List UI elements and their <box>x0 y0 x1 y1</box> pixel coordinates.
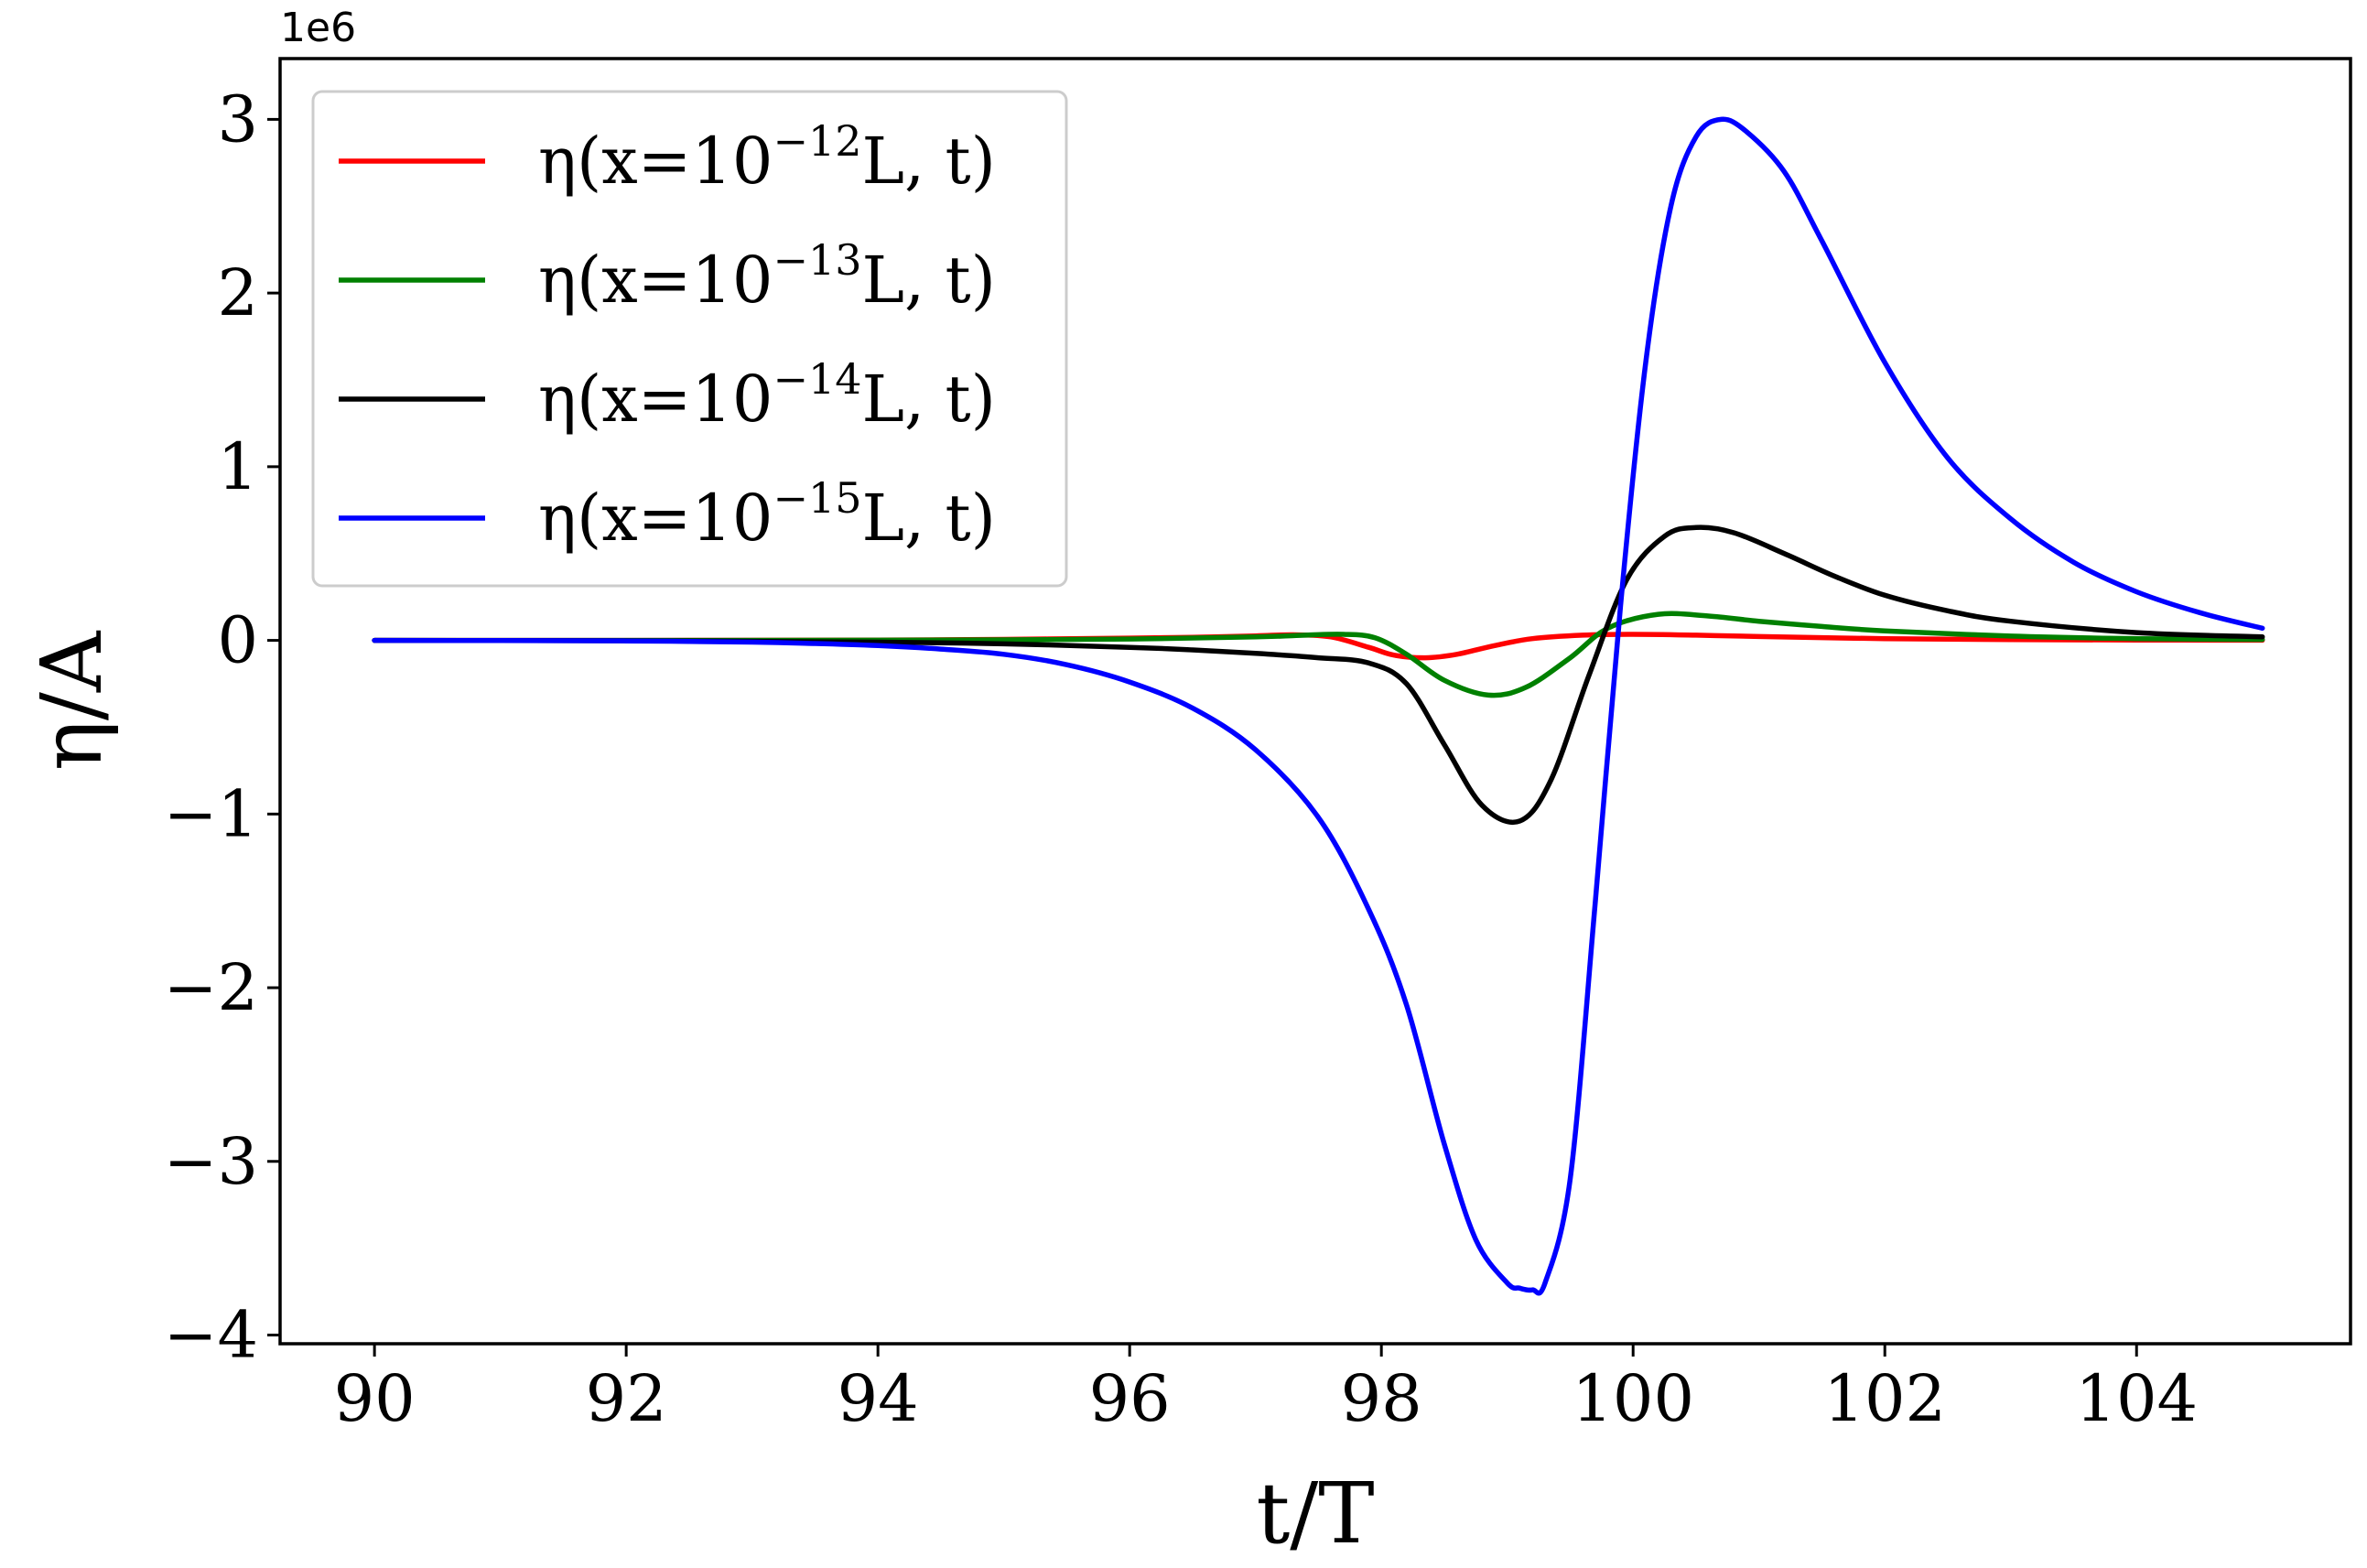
x-tick-label: 92 <box>586 1361 667 1436</box>
x-tick-label: 98 <box>1341 1361 1422 1436</box>
y-offset-label: 1e6 <box>280 5 356 51</box>
legend-entry: η(x=10−13L, t) <box>339 235 996 318</box>
x-axis-label: t/T <box>1256 1465 1374 1563</box>
y-tick-label: −2 <box>164 950 258 1025</box>
legend-label: η(x=10−15L, t) <box>538 473 996 556</box>
x-tick-label: 96 <box>1089 1361 1171 1436</box>
series-line-3 <box>372 524 2265 825</box>
y-axis-label: η/A <box>23 630 121 771</box>
x-tick-label: 104 <box>2075 1361 2198 1436</box>
plot-frame <box>278 57 2352 1346</box>
y-tick-label: 1 <box>217 429 258 504</box>
y-tick-label: −4 <box>164 1298 258 1373</box>
series-line-4 <box>372 116 2265 1296</box>
x-tick-label: 90 <box>334 1361 416 1436</box>
series-layer <box>372 116 2265 1296</box>
x-tick-label: 100 <box>1572 1361 1694 1436</box>
legend-entry: η(x=10−14L, t) <box>339 354 996 437</box>
legend: η(x=10−12L, t) η(x=10−13L, t) η(x=10−14L, … <box>311 90 1068 588</box>
x-tick-label: 94 <box>838 1361 919 1436</box>
legend-label: η(x=10−13L, t) <box>538 235 996 318</box>
legend-box <box>311 90 1068 588</box>
legend-entry: η(x=10−12L, t) <box>339 116 996 199</box>
legend-label: η(x=10−14L, t) <box>538 354 996 437</box>
x-tick-label: 102 <box>1823 1361 1946 1436</box>
legend-label: η(x=10−12L, t) <box>538 116 996 199</box>
y-tick-label: −1 <box>164 776 258 851</box>
x-axis-ticks: 90 92 94 96 98 100 102 104 <box>334 1344 2198 1436</box>
y-tick-label: −3 <box>164 1124 258 1199</box>
y-tick-label: 0 <box>217 603 258 678</box>
y-tick-label: 3 <box>217 81 258 157</box>
series-line-2 <box>372 611 2265 698</box>
y-axis-ticks: 3 2 1 0 −1 −2 −3 −4 <box>164 81 280 1373</box>
legend-entries: η(x=10−12L, t) η(x=10−13L, t) η(x=10−14L, … <box>339 116 996 556</box>
y-tick-label: 2 <box>217 255 258 330</box>
legend-entry: η(x=10−15L, t) <box>339 473 996 556</box>
